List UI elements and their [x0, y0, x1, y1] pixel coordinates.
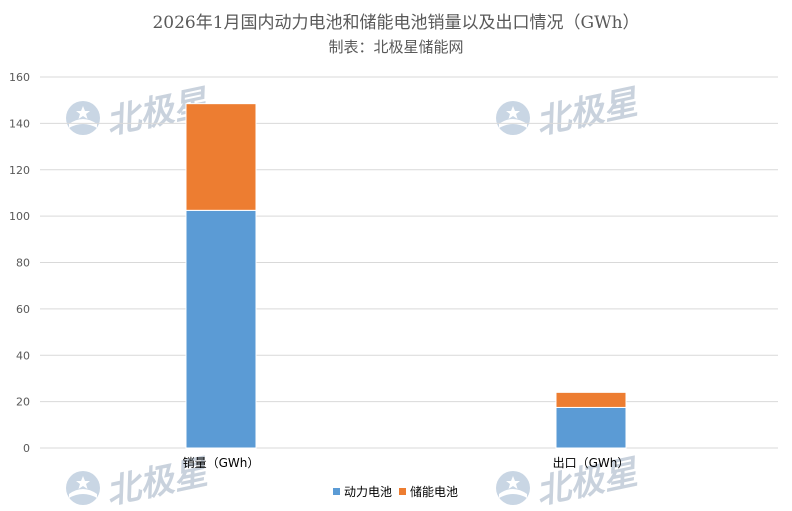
x-axis-categories: 销量（GWh） 出口（GWh） — [183, 456, 630, 470]
legend-label: 储能电池 — [410, 484, 458, 499]
legend: 动力电池 储能电池 — [333, 484, 458, 499]
y-tick-label: 120 — [9, 164, 30, 177]
y-tick-label: 160 — [9, 71, 30, 84]
y-tick-label: 40 — [16, 349, 30, 362]
legend-swatch — [399, 488, 406, 495]
bars — [185, 103, 627, 449]
watermark-logo: 北极星 — [496, 82, 643, 143]
y-tick-label: 100 — [9, 210, 30, 223]
y-tick-label: 140 — [9, 117, 30, 130]
bar-power-battery-0 — [185, 209, 257, 449]
x-category-label: 销量（GWh） — [183, 456, 260, 470]
chart-title: 2026年1月国内动力电池和储能电池销量以及出口情况（GWh） — [152, 13, 639, 33]
y-tick-label: 60 — [16, 303, 30, 316]
legend-swatch — [333, 488, 340, 495]
bar-power-battery-1 — [555, 406, 627, 449]
legend-label: 动力电池 — [344, 485, 392, 499]
legend-item: 储能电池 — [399, 484, 458, 499]
y-tick-label: 80 — [16, 257, 30, 270]
y-axis-ticks: 0 20 40 60 80 100 120 140 160 — [9, 71, 30, 455]
bar-storage-battery-1 — [555, 391, 627, 408]
gridlines — [40, 76, 778, 449]
watermark-text: 北极星 — [533, 82, 643, 143]
chart-subtitle: 制表：北极星储能网 — [328, 38, 463, 56]
bar-storage-battery-0 — [185, 103, 257, 211]
x-category-label: 出口（GWh） — [553, 456, 630, 470]
legend-item: 动力电池 — [333, 485, 392, 499]
y-tick-label: 0 — [23, 442, 30, 455]
y-tick-label: 20 — [16, 396, 30, 409]
